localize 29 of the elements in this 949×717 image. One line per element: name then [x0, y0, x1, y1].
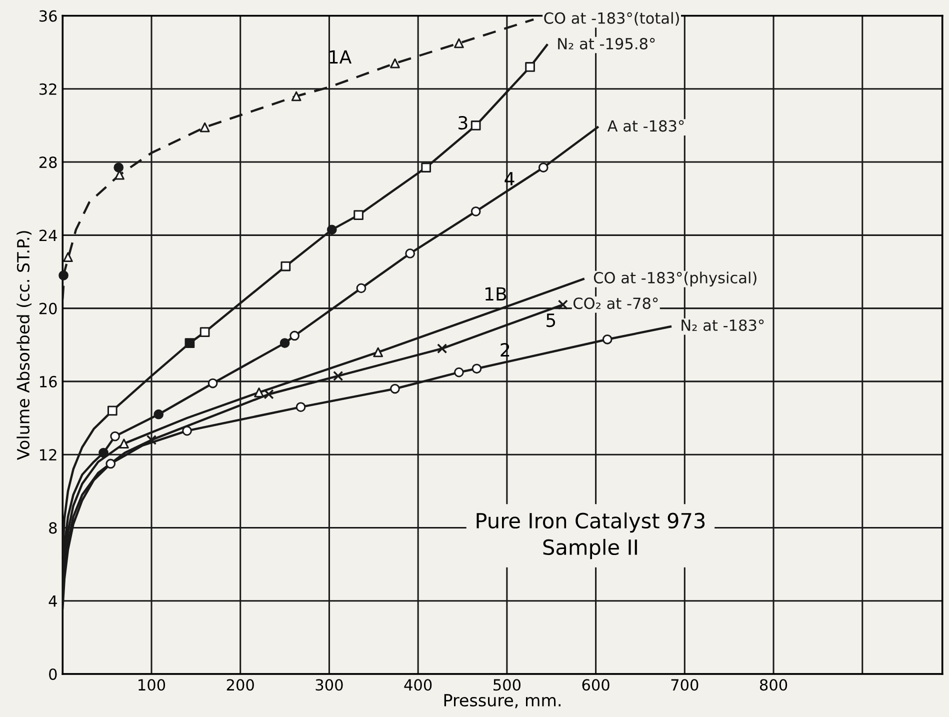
series-label: A at -183°	[607, 120, 684, 132]
series-label: CO at -183°(physical)	[594, 272, 756, 286]
x-tick-label: 200	[226, 679, 254, 691]
x-tick-label: 600	[582, 679, 610, 691]
x-tick-label: 300	[316, 679, 343, 691]
y-tick-label: 20	[39, 302, 57, 314]
series-label: N₂ at -183°	[682, 319, 764, 332]
x-axis-title: Pressure, mm.	[444, 694, 560, 708]
y-tick-label: 12	[40, 449, 56, 460]
x-tick-label: 700	[671, 679, 698, 691]
y-axis-title: Volume Absorbed (cc. ST.P.)	[16, 231, 32, 460]
x-tick-label: 400	[404, 679, 432, 691]
y-tick-label: 36	[39, 10, 57, 22]
series-label: CO₂ at -78°	[574, 298, 658, 310]
y-tick-label: 24	[39, 230, 57, 241]
annotation: 5	[546, 314, 556, 328]
y-tick-label: 0	[49, 668, 57, 680]
y-tick-label: 32	[39, 83, 56, 95]
x-tick-label: 100	[138, 679, 166, 691]
annotation: 3	[458, 116, 468, 130]
y-tick-label: 28	[39, 156, 57, 168]
annotation: Pure Iron Catalyst 973 Sample II	[476, 512, 705, 560]
y-tick-label: 8	[49, 522, 57, 534]
series-label: CO at -183°(total)	[544, 12, 679, 26]
y-tick-label: 4	[48, 596, 57, 607]
x-tick-label: 800	[760, 679, 788, 691]
y-tick-label: 16	[40, 376, 57, 388]
x-tick-label: 500	[494, 679, 521, 691]
series-label: N₂ at -195.8°	[558, 38, 655, 50]
